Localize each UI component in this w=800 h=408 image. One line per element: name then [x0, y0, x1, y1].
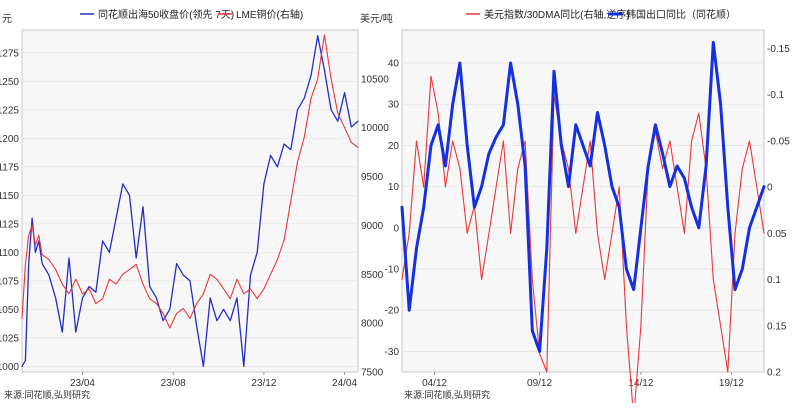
series-line-2: [21, 34, 359, 329]
x-tick-label: 23/04: [70, 378, 95, 389]
y-right-tick-label: -0.05: [767, 136, 790, 147]
y-right-tick-label: 8000: [361, 319, 384, 330]
y-right-tick-label: 0.1: [767, 275, 781, 286]
y-right-tick-label: 0.05: [767, 229, 787, 240]
y-left-tick-label: 20: [388, 141, 400, 152]
plot-area-1: [21, 29, 359, 373]
x-tick-label: 09/12: [527, 378, 552, 389]
y-left-tick-label: 1100: [0, 248, 19, 259]
legend-label: 同花顺出海50收盘价(领先 7天): [98, 8, 234, 21]
y-right-tick-label: 0.15: [767, 321, 787, 332]
x-tick-label: 24/04: [332, 378, 357, 389]
y-left-tick-label: 1050: [0, 305, 19, 316]
y-left-tick-label: 40: [388, 58, 400, 69]
y-left-tick-label: 1125: [0, 219, 19, 230]
y-left-tick-label: 1000: [0, 362, 19, 373]
y-right-tick-label: 0.2: [767, 368, 781, 379]
y-left-tick-label: 1275: [0, 48, 19, 59]
series-line-1: [21, 35, 359, 367]
y-right-tick-label: -0.1: [767, 90, 785, 101]
y-left-tick-label: 1200: [0, 134, 19, 145]
x-tick-label: 23/12: [251, 378, 276, 389]
y-left-tick-label: -20: [385, 306, 400, 317]
y-left-tick-label: 1150: [0, 191, 19, 202]
y-left-tick-label: 30: [388, 100, 400, 111]
y-left-tick-label: 1175: [0, 162, 19, 173]
y-right-tick-label: 9500: [361, 172, 384, 183]
y-left-tick-label: 1225: [0, 105, 19, 116]
legend-label: 韩国出口同比（同花顺）: [626, 8, 736, 21]
y-left-tick-label: 1075: [0, 276, 19, 287]
x-tick-label: 19/12: [719, 378, 744, 389]
series-line-1: [401, 75, 765, 408]
y-left-tick-label: 10: [388, 182, 400, 193]
y-right-tick-label: 10500: [361, 74, 389, 85]
y-right-unit-label: 美元/吨: [360, 12, 393, 25]
x-tick-label: 23/08: [161, 378, 186, 389]
y-right-tick-label: 0: [767, 183, 773, 194]
series-line-2: [400, 40, 766, 353]
x-tick-label: 04/12: [422, 378, 447, 389]
y-left-tick-label: 0: [393, 223, 399, 234]
y-left-tick-label: 1250: [0, 77, 19, 88]
y-right-tick-label: 10000: [361, 123, 389, 134]
y-left-tick-label: -30: [385, 347, 400, 358]
y-left-tick-label: -10: [385, 264, 400, 275]
y-right-tick-label: -0.15: [767, 44, 790, 55]
legend-label: 美元指数/30DMA同比(右轴,逆序): [484, 8, 630, 21]
y-right-tick-label: 8500: [361, 270, 384, 281]
y-left-unit-label: 元: [2, 14, 12, 25]
x-tick-label: 14/12: [628, 378, 653, 389]
source-note: 来源:同花顺,弘则研究: [4, 389, 90, 400]
y-left-tick-label: 1025: [0, 333, 19, 344]
legend-label: LME铜价(右轴): [236, 8, 303, 21]
y-right-tick-label: 9000: [361, 221, 384, 232]
y-right-tick-label: 7500: [361, 368, 384, 379]
source-note: 来源:同花顺,弘则研究: [404, 389, 490, 400]
